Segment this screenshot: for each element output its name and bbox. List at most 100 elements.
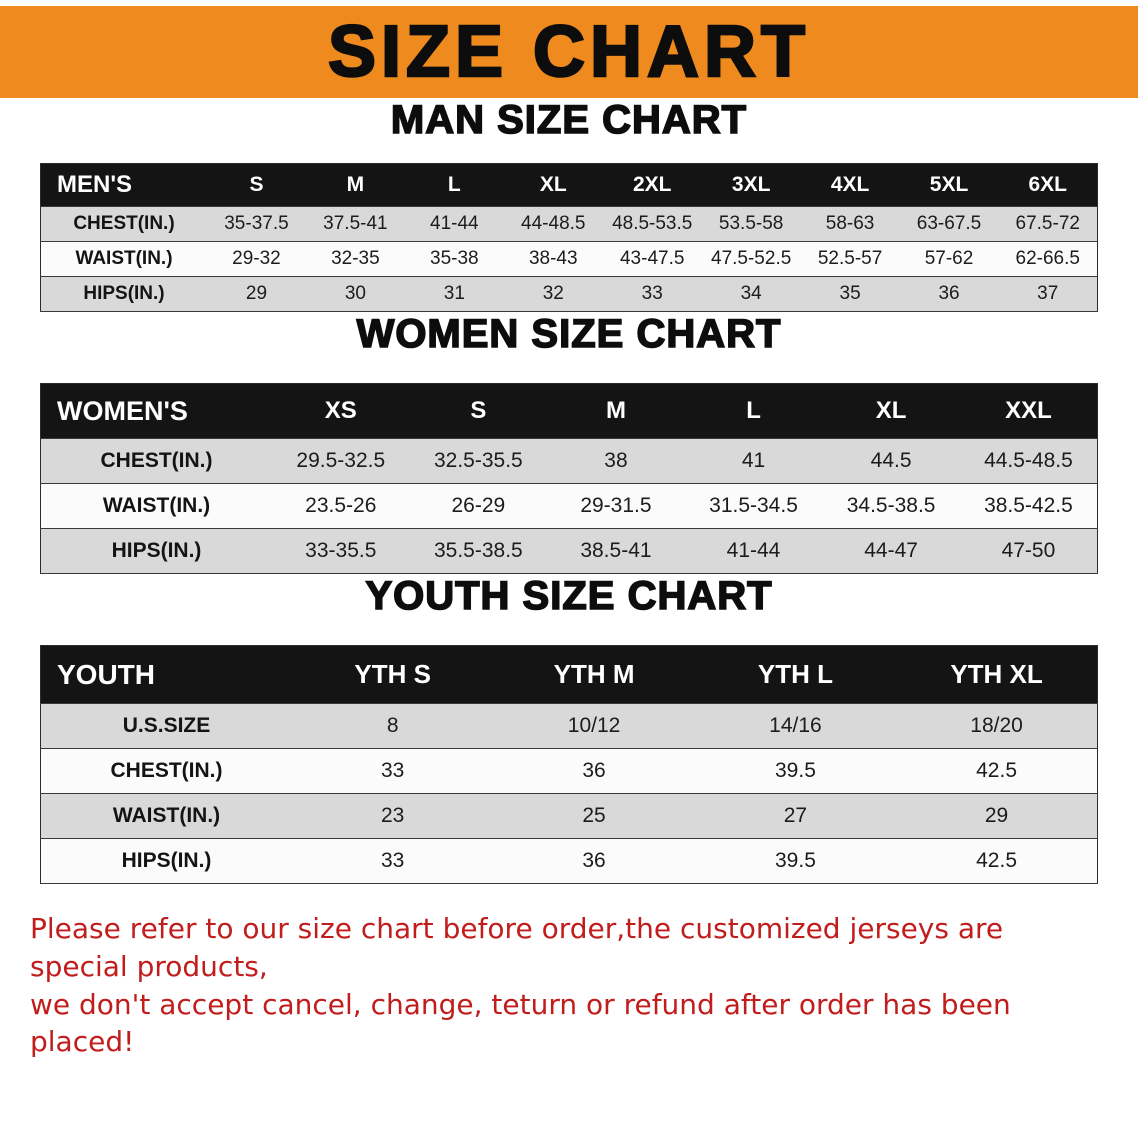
size-column-header: YTH M [493, 645, 695, 704]
value-cell: 29-31.5 [580, 494, 652, 517]
youth-size-section: YOUTH SIZE CHART YOUTH YTH S YTH M YTH L YTH… [0, 573, 1138, 884]
banner: SIZE CHART [0, 6, 1138, 98]
value-cell: 29.5-32.5 [296, 449, 386, 472]
size-column-header: L [684, 383, 823, 439]
value-cell: 67.5-72 [1015, 213, 1080, 234]
value-cell: 42.5 [976, 849, 1017, 872]
youth-table-wrap: YOUTH YTH S YTH M YTH L YTH XL U.S.SIZE 8 10/12… [0, 645, 1138, 884]
value-cell: 36 [938, 283, 960, 304]
value-cell: 38 [604, 449, 628, 472]
value-cell: 32.5-35.5 [433, 449, 523, 472]
value-cell: 63-67.5 [916, 213, 982, 234]
value-cell: 26-29 [451, 494, 506, 517]
value-cell: 27 [783, 804, 808, 827]
value-cell: 33 [381, 759, 405, 782]
value-cell: 53.5-58 [718, 213, 784, 234]
value-cell: 47-50 [1001, 539, 1056, 562]
value-cell: 44-48.5 [521, 213, 586, 234]
size-column-header: S [409, 383, 548, 439]
table-title-cell: YOUTH [40, 645, 292, 704]
row-label-cell: U.S.SIZE [122, 714, 211, 737]
row-label-cell: WAIST(IN.) [75, 248, 173, 269]
footer-note-line-2: we don't accept cancel, change, teturn o… [30, 987, 1011, 1059]
value-cell: 35-37.5 [224, 213, 289, 234]
women-table-wrap: WOMEN'S XS S M L XL XXL CHEST(IN.) 29.5-32.5 32.5… [0, 383, 1138, 574]
value-cell: 31.5-34.5 [709, 494, 798, 517]
value-cell: 39.5 [775, 759, 816, 782]
value-cell: 38.5-42.5 [984, 494, 1073, 517]
row-label-cell: CHEST(IN.) [100, 449, 213, 472]
value-cell: 43-47.5 [619, 248, 685, 269]
size-column-header: 6XL [998, 163, 1098, 207]
youth-size-table: YOUTH YTH S YTH M YTH L YTH XL U.S.SIZE 8 10/12… [40, 645, 1098, 884]
table-row: HIPS(IN.) 33-35.5 35.5-38.5 38.5-41 41-44 44-… [40, 528, 1098, 574]
size-column-header: XL [822, 383, 960, 439]
value-cell: 33 [381, 849, 405, 872]
size-column-header: YTH XL [896, 645, 1098, 704]
value-cell: 42.5 [976, 759, 1017, 782]
value-cell: 38.5-41 [580, 539, 652, 562]
size-column-header: 5XL [899, 163, 999, 207]
row-label-cell: HIPS(IN.) [121, 849, 212, 872]
value-cell: 58-63 [825, 213, 875, 234]
value-cell: 44-47 [864, 539, 918, 562]
women-size-section: WOMEN SIZE CHART WOMEN'S XS S M L XL XXL CHEST(… [0, 311, 1138, 574]
size-column-header: 3XL [701, 163, 801, 207]
value-cell: 44.5-48.5 [984, 449, 1073, 472]
value-cell: 41-44 [726, 539, 781, 562]
table-title-cell: WOMEN'S [40, 383, 272, 439]
footer-note: Please refer to our size chart before or… [30, 910, 1104, 1061]
size-column-header: M [305, 163, 405, 207]
value-cell: 29-32 [232, 248, 281, 269]
men-section-heading: MAN SIZE CHART [390, 97, 748, 143]
size-column-header: XXL [959, 383, 1098, 439]
value-cell: 47.5-52.5 [711, 248, 792, 269]
value-cell: 23 [381, 804, 405, 827]
row-label-cell: CHEST(IN.) [73, 213, 175, 234]
value-cell: 57-62 [924, 248, 974, 269]
value-cell: 34.5-38.5 [846, 494, 936, 517]
row-label-cell: HIPS(IN.) [83, 283, 165, 304]
value-cell: 48.5-53.5 [612, 213, 693, 234]
table-header-row: MEN'S S M L XL 2XL 3XL 4XL 5XL 6XL [40, 163, 1098, 207]
size-column-header: M [547, 383, 685, 439]
row-label-cell: WAIST(IN.) [102, 494, 211, 517]
women-section-heading: WOMEN SIZE CHART [356, 311, 782, 357]
value-cell: 52.5-57 [817, 248, 883, 269]
size-column-header: 4XL [800, 163, 900, 207]
value-cell: 8 [386, 714, 399, 737]
value-cell: 29 [245, 283, 268, 304]
men-size-section: MAN SIZE CHART MEN'S S M L XL 2XL 3XL 4XL 5XL 6XL… [0, 97, 1138, 312]
women-size-table: WOMEN'S XS S M L XL XXL CHEST(IN.) 29.5-32.5 32.5… [40, 383, 1098, 574]
row-label-cell: HIPS(IN.) [111, 539, 202, 562]
value-cell: 32 [542, 283, 564, 304]
table-row: HIPS(IN.) 33 36 39.5 42.5 [40, 838, 1098, 884]
row-label-cell: CHEST(IN.) [110, 759, 223, 782]
value-cell: 25 [582, 804, 606, 827]
size-column-header: YTH S [292, 645, 494, 704]
value-cell: 33-35.5 [305, 539, 377, 562]
value-cell: 33 [641, 283, 663, 304]
value-cell: 36 [582, 849, 606, 872]
page-title: SIZE CHART [327, 11, 810, 94]
value-cell: 32-35 [331, 248, 380, 269]
size-column-header: S [207, 163, 306, 207]
men-size-table: MEN'S S M L XL 2XL 3XL 4XL 5XL 6XL CHEST(IN.) 35-37… [40, 163, 1098, 312]
value-cell: 35.5-38.5 [433, 539, 523, 562]
table-row: WAIST(IN.) 23.5-26 26-29 29-31.5 31.5-34.5 34… [40, 483, 1098, 529]
size-column-header: YTH L [694, 645, 897, 704]
table-title-cell: MEN'S [40, 163, 207, 207]
size-column-header: L [404, 163, 504, 207]
value-cell: 18/20 [970, 714, 1023, 737]
value-cell: 62-66.5 [1015, 248, 1080, 269]
size-column-header: 2XL [602, 163, 702, 207]
value-cell: 10/12 [567, 714, 621, 737]
footer-note-line-1: Please refer to our size chart before or… [30, 912, 1004, 983]
value-cell: 14/16 [769, 714, 822, 737]
table-row: U.S.SIZE 8 10/12 14/16 18/20 [40, 703, 1098, 749]
size-column-header: XL [503, 163, 603, 207]
table-row: HIPS(IN.) 29 30 31 32 33 34 35 36 37 [40, 276, 1098, 312]
table-header-row: WOMEN'S XS S M L XL XXL [40, 383, 1098, 439]
size-column-header: XS [272, 383, 410, 439]
table-row: CHEST(IN.) 29.5-32.5 32.5-35.5 38 41 44.5 44.5… [40, 438, 1098, 484]
